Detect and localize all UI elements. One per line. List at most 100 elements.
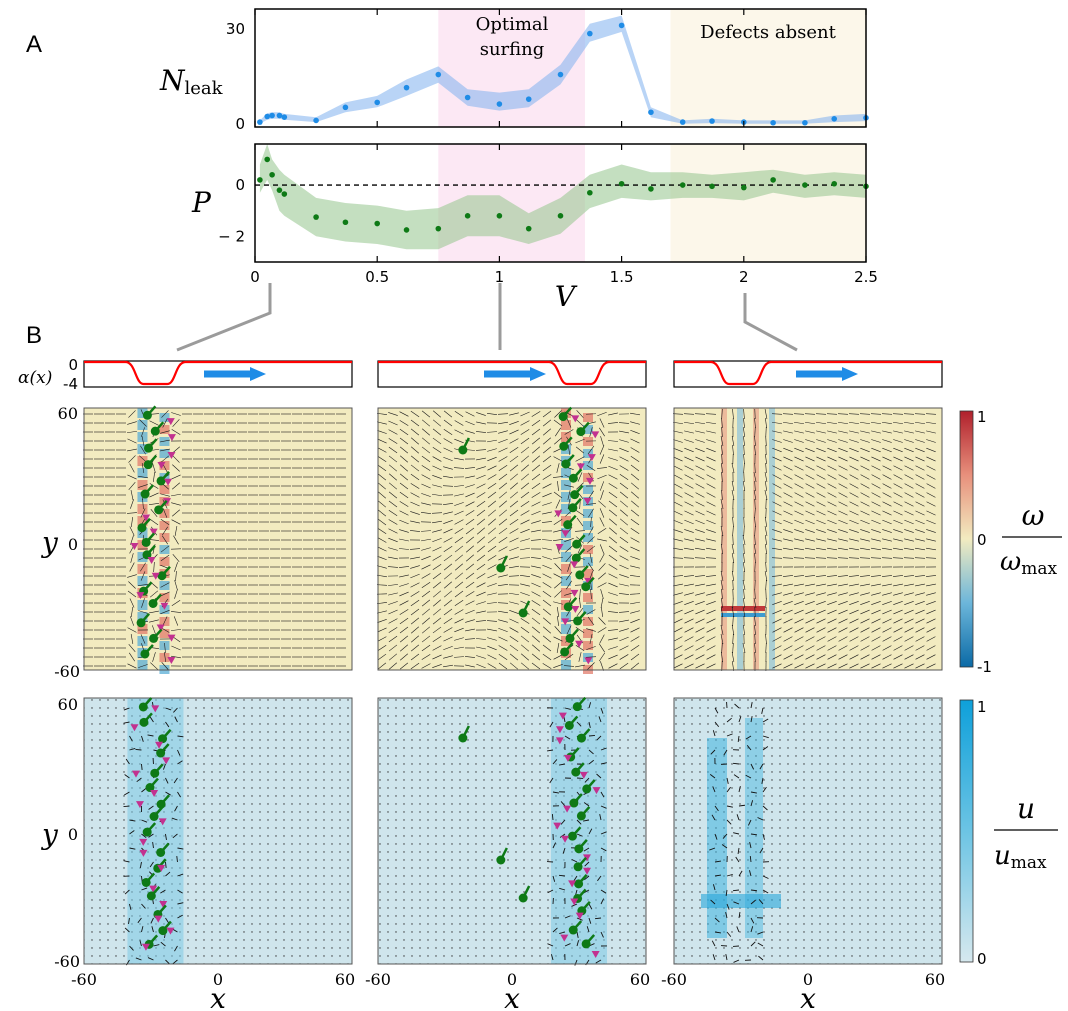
director-1 — [454, 554, 464, 562]
omega-cell-b-0-2 — [159, 437, 170, 446]
u-cbar-tick-0: 0 — [977, 950, 987, 968]
minus-defect — [141, 943, 150, 951]
director-2 — [772, 447, 782, 453]
director-0 — [170, 611, 182, 613]
director-0 — [129, 562, 135, 572]
omega-cell-b-0-9 — [159, 521, 170, 530]
director-2 — [753, 598, 757, 608]
director-2 — [915, 583, 925, 587]
director-1 — [476, 500, 486, 508]
director-1 — [619, 465, 629, 471]
plus-defect — [576, 427, 586, 437]
director-1 — [487, 448, 497, 452]
director-2 — [849, 547, 859, 551]
director-2 — [816, 645, 826, 651]
director-2 — [672, 557, 684, 559]
director-2 — [904, 447, 914, 453]
director-1 — [542, 653, 552, 661]
velocity-arrow-0 — [165, 777, 169, 784]
director-2 — [882, 609, 892, 615]
director-0 — [128, 482, 136, 490]
director-1 — [432, 617, 442, 625]
director-2 — [805, 583, 815, 587]
minus-defect — [584, 578, 593, 586]
minus-defect — [554, 510, 563, 518]
director-1 — [432, 590, 442, 598]
director-2 — [893, 592, 903, 596]
director-1 — [464, 638, 476, 640]
director-2 — [783, 492, 793, 498]
velocity-arrow-2 — [762, 875, 769, 879]
director-1 — [388, 635, 398, 643]
director-2 — [794, 510, 804, 516]
director-0 — [140, 634, 146, 644]
director-2 — [783, 654, 793, 660]
velocity-arrow-2 — [737, 735, 740, 743]
director-2 — [783, 483, 793, 489]
minus-defect — [579, 771, 588, 779]
velocity-arrow-1 — [564, 943, 571, 947]
velocity-arrow-0 — [165, 871, 171, 877]
director-1 — [531, 482, 541, 490]
director-2 — [914, 413, 926, 415]
director-1 — [476, 663, 486, 669]
director-0 — [161, 410, 169, 418]
director-1 — [432, 410, 442, 418]
velocity-arrow-1 — [559, 887, 566, 891]
director-2 — [754, 498, 756, 510]
director-1 — [454, 599, 464, 607]
director-0 — [172, 419, 180, 427]
director-2 — [893, 583, 903, 587]
director-1 — [608, 483, 618, 489]
director-2 — [794, 547, 804, 551]
director-2 — [794, 421, 804, 425]
director-1 — [465, 554, 475, 562]
director-1 — [498, 456, 508, 462]
director-2 — [926, 618, 936, 624]
director-2 — [794, 645, 804, 651]
director-1 — [399, 411, 409, 417]
director-2 — [837, 575, 849, 577]
director-2 — [881, 557, 893, 559]
director-1 — [476, 563, 486, 571]
director-1 — [377, 491, 387, 499]
director-2 — [720, 571, 724, 581]
velocity-arrow-2 — [733, 774, 740, 779]
velocity-arrow-1 — [588, 903, 593, 910]
director-2 — [915, 654, 925, 660]
velocity-arrow-0 — [147, 734, 154, 737]
director-1 — [399, 519, 409, 525]
director-1 — [531, 501, 541, 507]
director-1 — [476, 509, 486, 517]
director-1 — [586, 646, 596, 650]
director-2 — [684, 601, 694, 605]
director-2 — [838, 645, 848, 651]
director-1 — [509, 421, 519, 425]
director-1 — [586, 628, 596, 632]
director-2 — [915, 456, 925, 462]
director-0 — [141, 463, 145, 473]
omega-cell-b-1-15 — [583, 593, 593, 602]
director-1 — [597, 627, 607, 633]
director-1 — [597, 527, 607, 535]
director-1 — [576, 419, 584, 427]
director-1 — [600, 661, 604, 671]
plus-defect-free-1 — [496, 563, 506, 573]
velocity-maps — [83, 696, 943, 966]
director-1 — [388, 556, 398, 560]
director-2 — [695, 447, 705, 453]
director-2 — [753, 472, 757, 482]
director-2 — [849, 583, 859, 587]
director-1 — [542, 502, 552, 506]
director-2 — [731, 553, 735, 563]
velocity-arrow-0 — [160, 889, 166, 894]
director-1 — [519, 557, 531, 559]
director-2 — [838, 456, 848, 462]
director-1 — [619, 447, 629, 453]
director-1 — [542, 635, 552, 643]
velocity-arrow-0 — [177, 914, 183, 919]
director-1 — [542, 419, 552, 427]
director-1 — [465, 609, 475, 615]
director-1 — [590, 588, 592, 600]
director-1 — [453, 656, 465, 658]
